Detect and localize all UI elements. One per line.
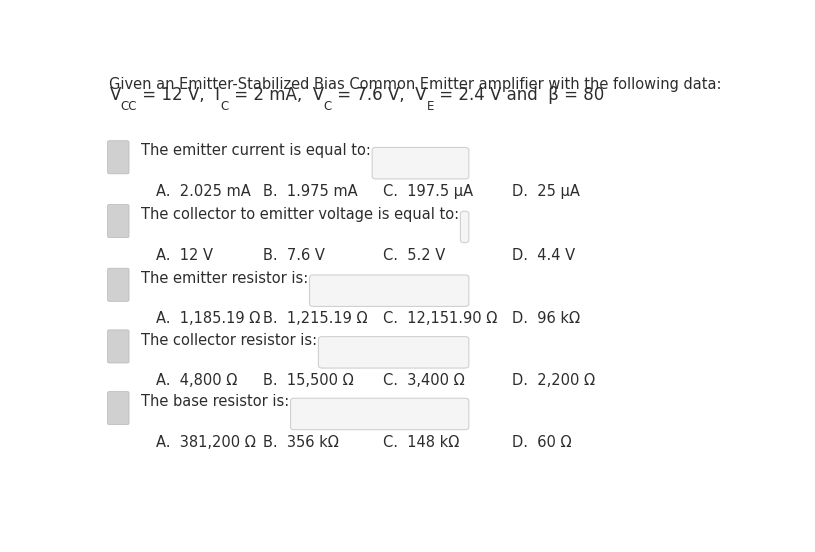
Text: Given an Emitter-Stabilized Bias Common Emitter amplifier with the following dat: Given an Emitter-Stabilized Bias Common …: [109, 77, 722, 92]
Text: = 2.4 V and  β = 80: = 2.4 V and β = 80: [434, 86, 604, 104]
Text: V: V: [109, 86, 121, 104]
Text: The base resistor is:: The base resistor is:: [141, 394, 289, 409]
Text: B.  1,215.19 Ω: B. 1,215.19 Ω: [263, 311, 368, 326]
Text: A.  2.025 mA: A. 2.025 mA: [156, 184, 250, 199]
FancyBboxPatch shape: [372, 147, 469, 179]
Text: A.  4,800 Ω: A. 4,800 Ω: [156, 373, 237, 388]
Text: D.  25 μA: D. 25 μA: [513, 184, 580, 199]
FancyBboxPatch shape: [108, 391, 129, 424]
Text: C: C: [324, 99, 332, 113]
Text: A.  1,185.19 Ω: A. 1,185.19 Ω: [156, 311, 260, 326]
FancyBboxPatch shape: [310, 275, 469, 306]
Text: B.  1.975 mA: B. 1.975 mA: [263, 184, 358, 199]
FancyBboxPatch shape: [291, 398, 469, 429]
Text: = 2 mA,  V: = 2 mA, V: [228, 86, 324, 104]
Text: The collector resistor is:: The collector resistor is:: [141, 333, 317, 348]
Text: C.  5.2 V: C. 5.2 V: [383, 248, 445, 263]
Text: C: C: [220, 99, 228, 113]
Text: B.  15,500 Ω: B. 15,500 Ω: [263, 373, 354, 388]
Text: CC: CC: [121, 99, 138, 113]
FancyBboxPatch shape: [108, 330, 129, 363]
FancyBboxPatch shape: [460, 211, 469, 243]
Text: D.  60 Ω: D. 60 Ω: [513, 435, 572, 450]
Text: E: E: [426, 99, 434, 113]
Text: A.  12 V: A. 12 V: [156, 248, 213, 263]
Text: D.  2,200 Ω: D. 2,200 Ω: [513, 373, 596, 388]
Text: = 12 V,  I: = 12 V, I: [138, 86, 220, 104]
Text: C.  197.5 μA: C. 197.5 μA: [383, 184, 473, 199]
Text: The emitter current is equal to:: The emitter current is equal to:: [141, 144, 371, 158]
Text: The collector to emitter voltage is equal to:: The collector to emitter voltage is equa…: [141, 207, 459, 222]
Text: D.  4.4 V: D. 4.4 V: [513, 248, 575, 263]
FancyBboxPatch shape: [108, 204, 129, 237]
Text: = 7.6 V,  V: = 7.6 V, V: [332, 86, 426, 104]
Text: C.  148 kΩ: C. 148 kΩ: [383, 435, 459, 450]
FancyBboxPatch shape: [108, 141, 129, 174]
Text: A.  381,200 Ω: A. 381,200 Ω: [156, 435, 255, 450]
Text: C.  3,400 Ω: C. 3,400 Ω: [383, 373, 465, 388]
FancyBboxPatch shape: [319, 337, 469, 368]
Text: B.  356 kΩ: B. 356 kΩ: [263, 435, 339, 450]
Text: B.  7.6 V: B. 7.6 V: [263, 248, 325, 263]
FancyBboxPatch shape: [108, 268, 129, 301]
Text: The emitter resistor is:: The emitter resistor is:: [141, 271, 308, 286]
Text: C.  12,151.90 Ω: C. 12,151.90 Ω: [383, 311, 497, 326]
Text: D.  96 kΩ: D. 96 kΩ: [513, 311, 580, 326]
